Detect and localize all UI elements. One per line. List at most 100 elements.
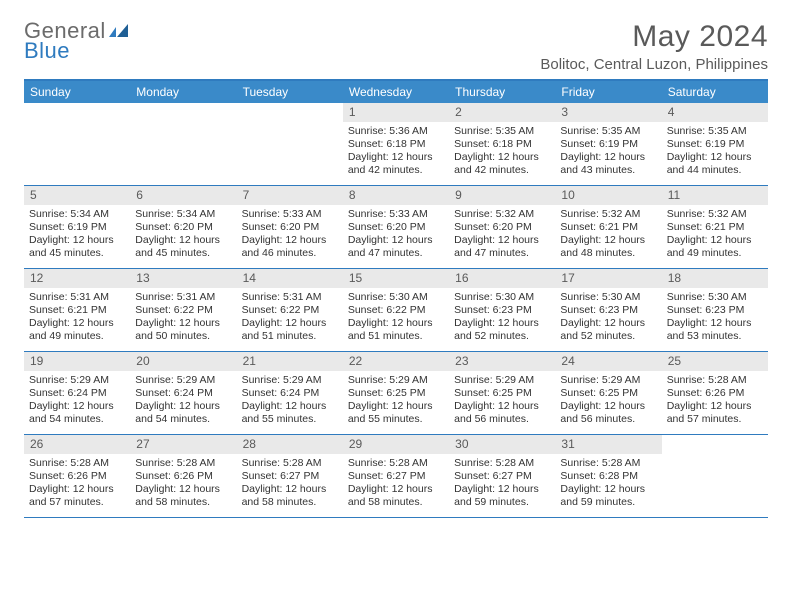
day-body: Sunrise: 5:31 AMSunset: 6:22 PMDaylight:… <box>237 288 343 348</box>
day-number: 8 <box>343 186 449 205</box>
weekday-sun: Sunday <box>24 81 130 103</box>
day-cell: 5Sunrise: 5:34 AMSunset: 6:19 PMDaylight… <box>24 186 130 268</box>
day-cell: 23Sunrise: 5:29 AMSunset: 6:25 PMDayligh… <box>449 352 555 434</box>
daylight-line: Daylight: 12 hours and 59 minutes. <box>560 483 656 509</box>
day-cell: 14Sunrise: 5:31 AMSunset: 6:22 PMDayligh… <box>237 269 343 351</box>
sunset-line: Sunset: 6:20 PM <box>135 221 231 234</box>
daylight-line: Daylight: 12 hours and 47 minutes. <box>454 234 550 260</box>
day-number: 12 <box>24 269 130 288</box>
logo: GeneralBlue <box>24 20 131 62</box>
week-row: 26Sunrise: 5:28 AMSunset: 6:26 PMDayligh… <box>24 435 768 518</box>
day-body: Sunrise: 5:28 AMSunset: 6:26 PMDaylight:… <box>662 371 768 431</box>
daylight-line: Daylight: 12 hours and 42 minutes. <box>348 151 444 177</box>
sunrise-line: Sunrise: 5:29 AM <box>348 374 444 387</box>
daylight-line: Daylight: 12 hours and 44 minutes. <box>667 151 763 177</box>
daylight-line: Daylight: 12 hours and 54 minutes. <box>135 400 231 426</box>
daylight-line: Daylight: 12 hours and 45 minutes. <box>29 234 125 260</box>
sunset-line: Sunset: 6:25 PM <box>560 387 656 400</box>
day-cell: 7Sunrise: 5:33 AMSunset: 6:20 PMDaylight… <box>237 186 343 268</box>
sunrise-line: Sunrise: 5:28 AM <box>560 457 656 470</box>
day-number: 25 <box>662 352 768 371</box>
day-cell: 13Sunrise: 5:31 AMSunset: 6:22 PMDayligh… <box>130 269 236 351</box>
weekday-header: Sunday Monday Tuesday Wednesday Thursday… <box>24 81 768 103</box>
weekday-wed: Wednesday <box>343 81 449 103</box>
day-cell: . <box>24 103 130 185</box>
sunset-line: Sunset: 6:21 PM <box>29 304 125 317</box>
sunrise-line: Sunrise: 5:35 AM <box>560 125 656 138</box>
sunrise-line: Sunrise: 5:32 AM <box>667 208 763 221</box>
daylight-line: Daylight: 12 hours and 51 minutes. <box>348 317 444 343</box>
sunrise-line: Sunrise: 5:29 AM <box>242 374 338 387</box>
sunrise-line: Sunrise: 5:30 AM <box>667 291 763 304</box>
sunrise-line: Sunrise: 5:30 AM <box>348 291 444 304</box>
day-cell: 22Sunrise: 5:29 AMSunset: 6:25 PMDayligh… <box>343 352 449 434</box>
day-body: Sunrise: 5:28 AMSunset: 6:27 PMDaylight:… <box>449 454 555 514</box>
day-number: 13 <box>130 269 236 288</box>
day-number: 21 <box>237 352 343 371</box>
sunset-line: Sunset: 6:22 PM <box>135 304 231 317</box>
sunrise-line: Sunrise: 5:28 AM <box>454 457 550 470</box>
day-cell: 3Sunrise: 5:35 AMSunset: 6:19 PMDaylight… <box>555 103 661 185</box>
day-cell: 10Sunrise: 5:32 AMSunset: 6:21 PMDayligh… <box>555 186 661 268</box>
day-body: Sunrise: 5:28 AMSunset: 6:26 PMDaylight:… <box>130 454 236 514</box>
daylight-line: Daylight: 12 hours and 48 minutes. <box>560 234 656 260</box>
day-body: Sunrise: 5:35 AMSunset: 6:19 PMDaylight:… <box>555 122 661 182</box>
day-cell: 11Sunrise: 5:32 AMSunset: 6:21 PMDayligh… <box>662 186 768 268</box>
sunrise-line: Sunrise: 5:31 AM <box>242 291 338 304</box>
sunrise-line: Sunrise: 5:29 AM <box>29 374 125 387</box>
daylight-line: Daylight: 12 hours and 55 minutes. <box>242 400 338 426</box>
day-body: Sunrise: 5:29 AMSunset: 6:25 PMDaylight:… <box>343 371 449 431</box>
daylight-line: Daylight: 12 hours and 54 minutes. <box>29 400 125 426</box>
day-number: 17 <box>555 269 661 288</box>
sunset-line: Sunset: 6:22 PM <box>348 304 444 317</box>
sunset-line: Sunset: 6:27 PM <box>348 470 444 483</box>
sunrise-line: Sunrise: 5:29 AM <box>560 374 656 387</box>
day-cell: 6Sunrise: 5:34 AMSunset: 6:20 PMDaylight… <box>130 186 236 268</box>
week-row: 19Sunrise: 5:29 AMSunset: 6:24 PMDayligh… <box>24 352 768 435</box>
day-body: Sunrise: 5:28 AMSunset: 6:28 PMDaylight:… <box>555 454 661 514</box>
daylight-line: Daylight: 12 hours and 43 minutes. <box>560 151 656 177</box>
sunrise-line: Sunrise: 5:35 AM <box>667 125 763 138</box>
sunset-line: Sunset: 6:18 PM <box>454 138 550 151</box>
day-number: 26 <box>24 435 130 454</box>
day-body: Sunrise: 5:32 AMSunset: 6:20 PMDaylight:… <box>449 205 555 265</box>
day-number: 19 <box>24 352 130 371</box>
sunset-line: Sunset: 6:19 PM <box>560 138 656 151</box>
sunrise-line: Sunrise: 5:31 AM <box>135 291 231 304</box>
logo-text-2: Blue <box>24 40 131 62</box>
sunset-line: Sunset: 6:19 PM <box>29 221 125 234</box>
daylight-line: Daylight: 12 hours and 49 minutes. <box>667 234 763 260</box>
day-cell: 16Sunrise: 5:30 AMSunset: 6:23 PMDayligh… <box>449 269 555 351</box>
day-body: Sunrise: 5:29 AMSunset: 6:24 PMDaylight:… <box>237 371 343 431</box>
daylight-line: Daylight: 12 hours and 53 minutes. <box>667 317 763 343</box>
day-body: Sunrise: 5:28 AMSunset: 6:27 PMDaylight:… <box>343 454 449 514</box>
day-body: Sunrise: 5:34 AMSunset: 6:19 PMDaylight:… <box>24 205 130 265</box>
day-number: 3 <box>555 103 661 122</box>
day-cell: 17Sunrise: 5:30 AMSunset: 6:23 PMDayligh… <box>555 269 661 351</box>
daylight-line: Daylight: 12 hours and 46 minutes. <box>242 234 338 260</box>
sunrise-line: Sunrise: 5:36 AM <box>348 125 444 138</box>
month-title: May 2024 <box>540 20 768 54</box>
sunset-line: Sunset: 6:23 PM <box>667 304 763 317</box>
day-cell: 9Sunrise: 5:32 AMSunset: 6:20 PMDaylight… <box>449 186 555 268</box>
daylight-line: Daylight: 12 hours and 56 minutes. <box>560 400 656 426</box>
day-number: 11 <box>662 186 768 205</box>
sunrise-line: Sunrise: 5:28 AM <box>29 457 125 470</box>
day-number: 31 <box>555 435 661 454</box>
weeks-container: ...1Sunrise: 5:36 AMSunset: 6:18 PMDayli… <box>24 103 768 518</box>
day-body: Sunrise: 5:35 AMSunset: 6:19 PMDaylight:… <box>662 122 768 182</box>
sunrise-line: Sunrise: 5:28 AM <box>135 457 231 470</box>
day-number: 27 <box>130 435 236 454</box>
day-cell: 8Sunrise: 5:33 AMSunset: 6:20 PMDaylight… <box>343 186 449 268</box>
day-body: Sunrise: 5:31 AMSunset: 6:21 PMDaylight:… <box>24 288 130 348</box>
daylight-line: Daylight: 12 hours and 58 minutes. <box>242 483 338 509</box>
sunset-line: Sunset: 6:18 PM <box>348 138 444 151</box>
sunset-line: Sunset: 6:24 PM <box>242 387 338 400</box>
daylight-line: Daylight: 12 hours and 52 minutes. <box>454 317 550 343</box>
day-cell: 19Sunrise: 5:29 AMSunset: 6:24 PMDayligh… <box>24 352 130 434</box>
day-number: 16 <box>449 269 555 288</box>
day-number: 18 <box>662 269 768 288</box>
daylight-line: Daylight: 12 hours and 45 minutes. <box>135 234 231 260</box>
weekday-fri: Friday <box>555 81 661 103</box>
sunset-line: Sunset: 6:24 PM <box>135 387 231 400</box>
